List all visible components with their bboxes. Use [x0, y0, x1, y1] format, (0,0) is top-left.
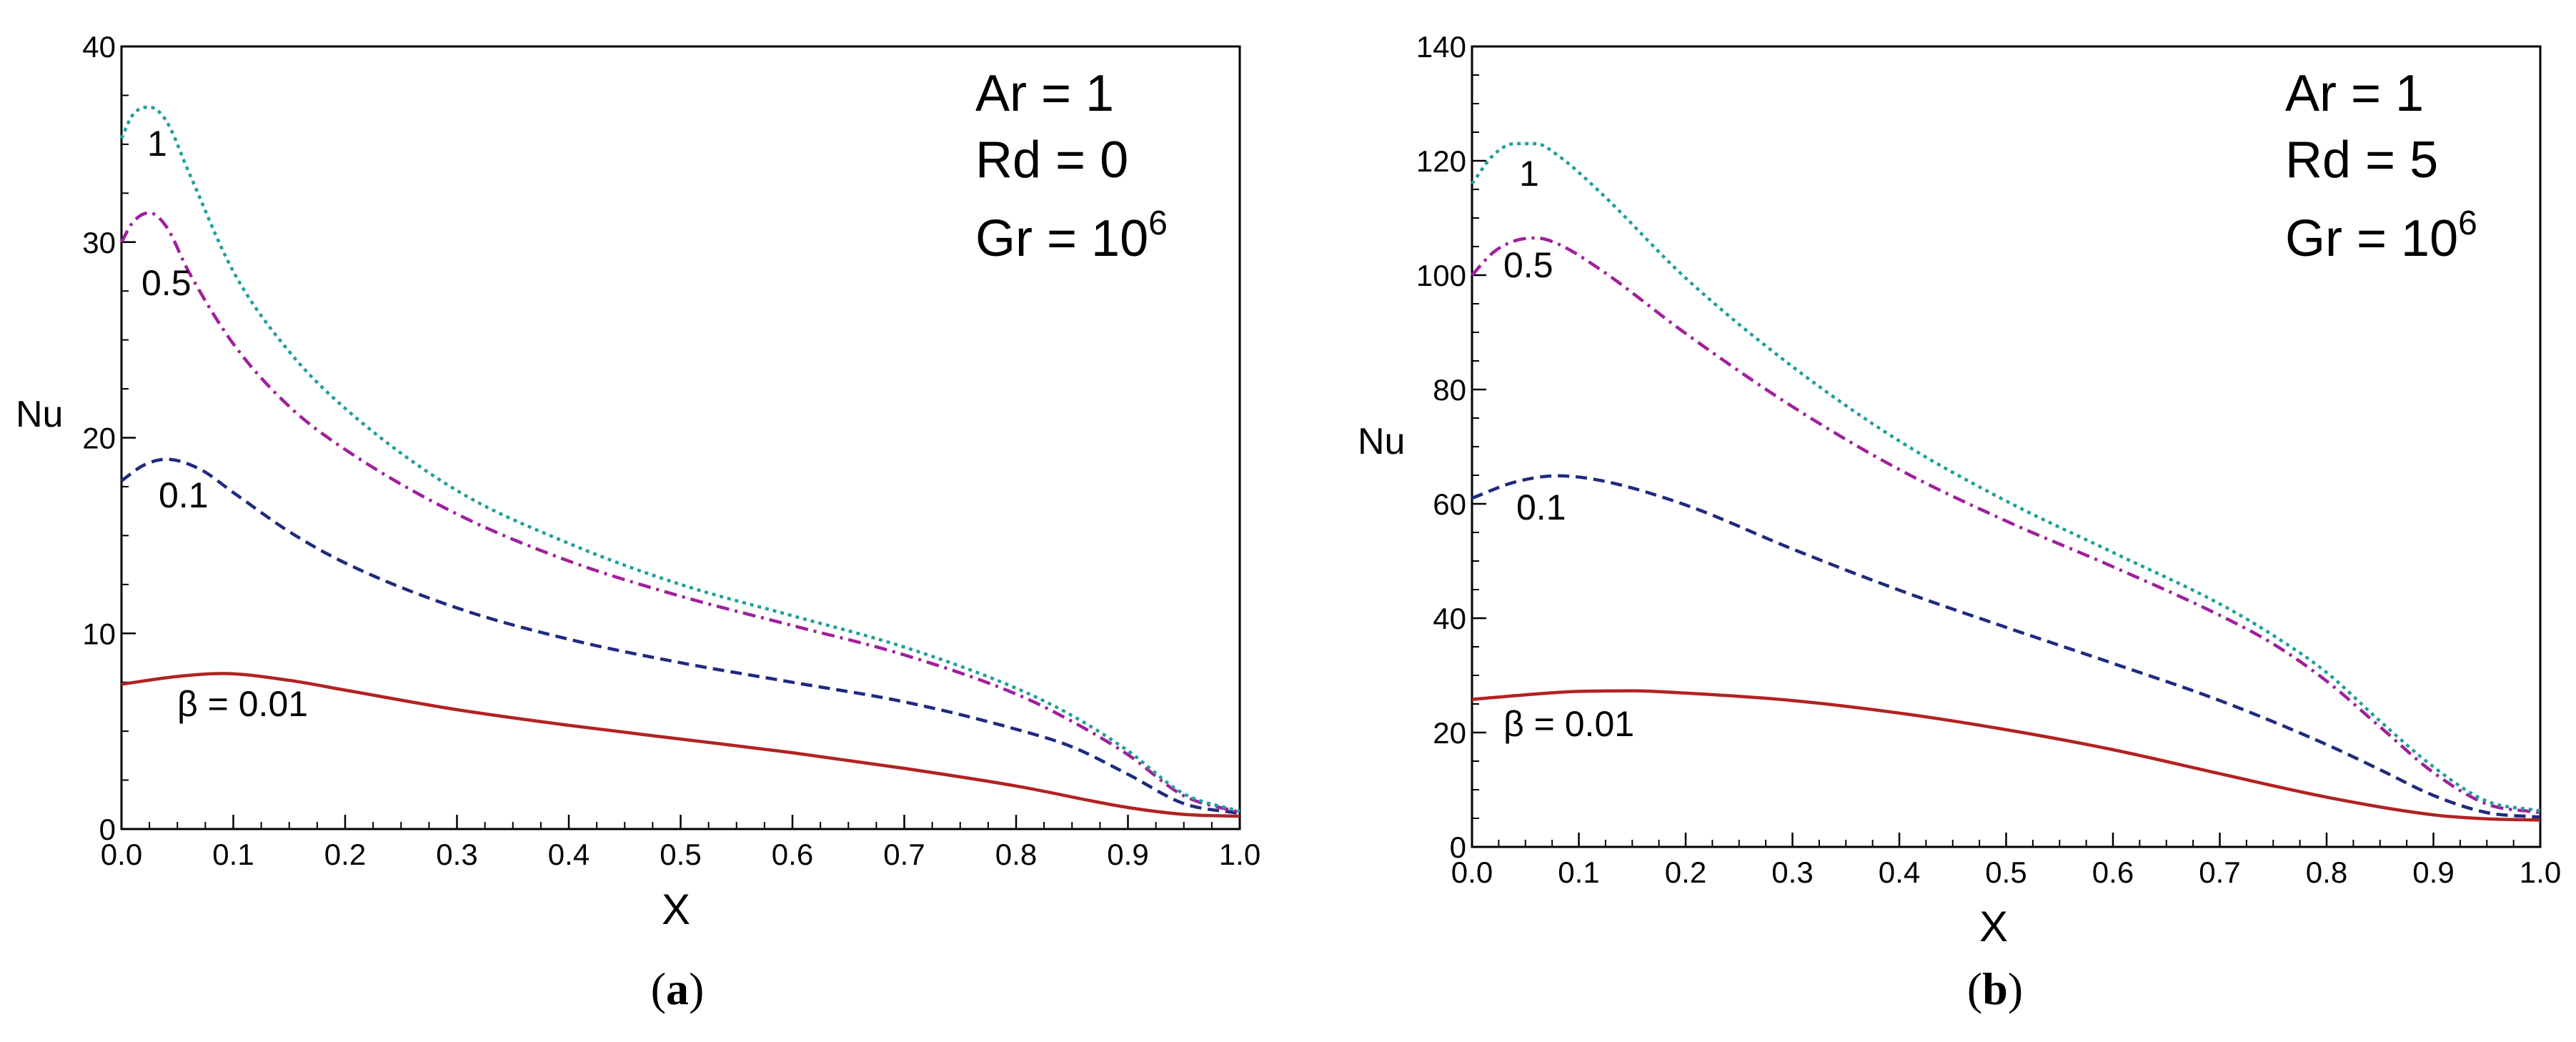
param-gr-exponent: 6 [1148, 204, 1168, 242]
x-tick-label: 0.0 [101, 838, 142, 871]
x-tick-label: 0.6 [2092, 855, 2134, 889]
y-tick-label: 40 [1433, 602, 1466, 635]
x-tick-label: 0.8 [2306, 855, 2347, 889]
x-tick-label: 1.0 [2520, 855, 2561, 889]
x-tick-label: 0.9 [1107, 838, 1148, 871]
y-tick-label: 20 [82, 422, 116, 455]
param-gr-base: Gr = 10 [2285, 210, 2458, 267]
x-tick-label: 0.8 [995, 838, 1037, 871]
y-tick-label: 40 [82, 30, 116, 64]
panel-b: 0 20 40 60 80 100 120 140 0.0 0.1 0.2 0.3 0.4 0.5 0.6… [1358, 30, 2561, 1014]
y-tick-label: 140 [1416, 30, 1466, 64]
y-tick-label: 120 [1416, 144, 1466, 178]
series-line-1 [1471, 142, 2541, 813]
param-rd: Rd = 5 [2285, 132, 2438, 189]
x-tick-label: 0.2 [324, 838, 366, 871]
series-line-0.5 [1471, 236, 2541, 815]
y-tick-label: 0 [99, 813, 116, 846]
curve-label-1: 1 [1519, 154, 1539, 194]
caption-close: ) [2008, 963, 2023, 1014]
x-axis-label: X [662, 885, 690, 933]
y-tick-label: 10 [82, 617, 116, 650]
x-tick-label: 0.2 [1665, 855, 1706, 889]
x-tick-label: 0.7 [883, 838, 925, 871]
x-axis-label: X [1979, 903, 2008, 951]
y-tick-label: 100 [1416, 259, 1466, 292]
x-ticks: 0.0 0.1 0.2 0.3 0.4 0.5 0.6 0.7 0.8 0.9 1.0 [1451, 833, 2561, 889]
x-tick-label: 0.5 [660, 838, 701, 871]
panel-caption-b: (b) [1967, 963, 2023, 1014]
x-ticks: 0.0 0.1 0.2 0.3 0.4 0.5 0.6 0.7 0.8 0.9 1.0 [101, 815, 1260, 871]
series-line-0.5 [120, 211, 1240, 814]
curve-label-0.1: 0.1 [159, 475, 209, 515]
x-tick-label: 0.9 [2412, 855, 2454, 889]
curve-label-0.5: 0.5 [141, 263, 192, 303]
series-line-1 [119, 105, 1240, 813]
series-line-0.1 [120, 457, 1240, 815]
x-tick-label: 0.7 [2199, 855, 2240, 889]
y-tick-label: 80 [1433, 373, 1466, 407]
caption-letter: b [1982, 963, 2008, 1014]
x-tick-label: 0.1 [212, 838, 254, 871]
panel-caption-a: (a) [651, 963, 705, 1014]
caption-letter: a [666, 963, 689, 1014]
y-ticks: 0 20 40 60 80 100 120 140 [1416, 30, 1486, 864]
y-tick-label: 30 [82, 226, 116, 259]
series-group [119, 105, 1240, 818]
param-ar: Ar = 1 [2285, 65, 2424, 122]
series-group [1471, 142, 2541, 822]
x-tick-label: 0.4 [548, 838, 590, 871]
y-tick-label: 0 [1450, 830, 1466, 864]
y-tick-label: 60 [1433, 487, 1466, 521]
x-tick-label: 0.1 [1558, 855, 1599, 889]
param-ar: Ar = 1 [975, 65, 1114, 122]
x-tick-label: 0.3 [1771, 855, 1813, 889]
curve-label-beta-0.01: β = 0.01 [177, 684, 308, 724]
x-tick-label: 0.5 [1985, 855, 2027, 889]
x-tick-label: 1.0 [1219, 838, 1260, 871]
curve-label-beta-0.01: β = 0.01 [1503, 704, 1634, 744]
curve-label-0.5: 0.5 [1503, 245, 1553, 285]
param-gr: Gr = 106 [2285, 204, 2477, 267]
x-tick-label: 0.0 [1451, 855, 1493, 889]
param-rd: Rd = 0 [975, 132, 1128, 189]
series-line-0.1 [1471, 474, 2541, 819]
y-ticks: 0 10 20 30 40 [82, 30, 136, 846]
y-tick-label: 20 [1433, 716, 1466, 750]
caption-open: ( [651, 963, 666, 1014]
param-gr-exponent: 6 [2458, 204, 2477, 242]
y-axis-label: Nu [16, 394, 63, 435]
param-gr: Gr = 106 [975, 204, 1168, 267]
y-axis-label: Nu [1358, 421, 1405, 462]
param-gr-base: Gr = 10 [975, 210, 1148, 267]
x-tick-label: 0.6 [772, 838, 813, 871]
caption-open: ( [1967, 963, 1982, 1014]
curve-label-0.1: 0.1 [1516, 487, 1566, 527]
curve-label-1: 1 [147, 124, 167, 164]
x-tick-label: 0.4 [1879, 855, 1920, 889]
series-line-0.01 [1471, 689, 2541, 822]
x-tick-label: 0.3 [436, 838, 477, 871]
series-line-0.01 [121, 672, 1240, 818]
caption-close: ) [689, 963, 704, 1014]
panel-a: 0 10 20 30 40 0.0 0.1 0.2 0.3 0.4 0.5 0.6 0.7 0.8 0.9… [16, 30, 1260, 1014]
